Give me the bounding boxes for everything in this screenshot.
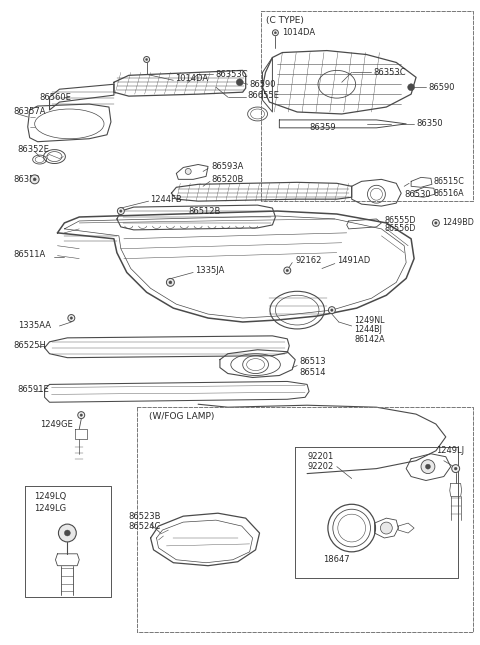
Text: 86556D: 86556D [384, 224, 416, 233]
Text: (W/FOG LAMP): (W/FOG LAMP) [149, 412, 214, 421]
Circle shape [408, 84, 415, 91]
Text: 1249GE: 1249GE [40, 419, 72, 428]
Text: 86593A: 86593A [211, 162, 243, 171]
Text: 86512B: 86512B [188, 206, 221, 215]
Circle shape [59, 524, 76, 542]
Circle shape [144, 57, 150, 63]
Text: 86524C: 86524C [129, 522, 161, 531]
Circle shape [68, 315, 75, 321]
Circle shape [80, 414, 83, 416]
Text: 92202: 92202 [307, 462, 333, 471]
Text: 1335AA: 1335AA [18, 321, 51, 330]
Circle shape [78, 412, 84, 419]
Circle shape [118, 208, 124, 215]
Circle shape [286, 269, 288, 272]
Text: 1014DA: 1014DA [175, 74, 208, 83]
Text: 86590: 86590 [250, 80, 276, 89]
Text: 86353C: 86353C [373, 68, 406, 77]
Text: 86590: 86590 [428, 83, 455, 92]
Circle shape [421, 460, 435, 473]
Text: 1491AD: 1491AD [337, 256, 370, 265]
Text: 92201: 92201 [307, 452, 333, 461]
Text: 86515C: 86515C [434, 177, 465, 186]
Circle shape [64, 530, 71, 536]
Text: 86530: 86530 [404, 190, 431, 199]
Circle shape [275, 32, 276, 34]
Text: 86655E: 86655E [248, 91, 279, 99]
Text: 86357A: 86357A [14, 108, 47, 117]
Circle shape [145, 59, 148, 61]
Circle shape [120, 210, 122, 212]
Text: 86560E: 86560E [40, 93, 72, 102]
Text: 1244FB: 1244FB [151, 195, 182, 204]
Circle shape [381, 522, 392, 534]
Text: 86555D: 86555D [384, 217, 416, 226]
Text: 86359: 86359 [309, 123, 336, 132]
Circle shape [331, 309, 333, 312]
Circle shape [33, 178, 36, 181]
Text: 86511A: 86511A [14, 250, 46, 259]
Circle shape [236, 79, 243, 86]
Text: 1014DA: 1014DA [282, 28, 315, 37]
Text: 1335JA: 1335JA [195, 266, 225, 275]
Text: 86513: 86513 [299, 357, 326, 366]
Circle shape [328, 306, 336, 313]
Text: 86516A: 86516A [434, 189, 465, 198]
Circle shape [452, 464, 460, 473]
Text: 86520B: 86520B [211, 175, 243, 184]
Circle shape [454, 467, 457, 470]
Text: 86350: 86350 [416, 119, 443, 128]
Text: 86142A: 86142A [355, 335, 385, 344]
Circle shape [169, 281, 172, 284]
Text: 86514: 86514 [299, 368, 325, 377]
Text: 86353C: 86353C [215, 70, 248, 79]
Circle shape [284, 267, 291, 274]
Text: 1249BD: 1249BD [442, 219, 474, 228]
Circle shape [273, 30, 278, 35]
Text: 86523B: 86523B [129, 511, 161, 521]
Circle shape [432, 219, 439, 226]
Text: 1249LQ: 1249LQ [34, 492, 66, 501]
Circle shape [30, 175, 39, 184]
Text: (C TYPE): (C TYPE) [266, 16, 304, 25]
Circle shape [435, 222, 437, 224]
Circle shape [185, 168, 191, 174]
Circle shape [167, 279, 174, 286]
Text: 86525H: 86525H [14, 341, 47, 350]
Text: 92162: 92162 [295, 256, 322, 265]
Text: 1249LJ: 1249LJ [436, 446, 464, 455]
Text: 1249NL: 1249NL [355, 315, 385, 324]
Text: 1249LG: 1249LG [34, 504, 66, 513]
Circle shape [70, 317, 72, 319]
Text: 1244BJ: 1244BJ [355, 326, 383, 334]
Text: 86359: 86359 [14, 175, 40, 184]
Circle shape [425, 464, 431, 469]
Text: 18647: 18647 [323, 555, 349, 564]
Text: 86352E: 86352E [18, 145, 50, 154]
Text: 86591E: 86591E [18, 385, 49, 394]
